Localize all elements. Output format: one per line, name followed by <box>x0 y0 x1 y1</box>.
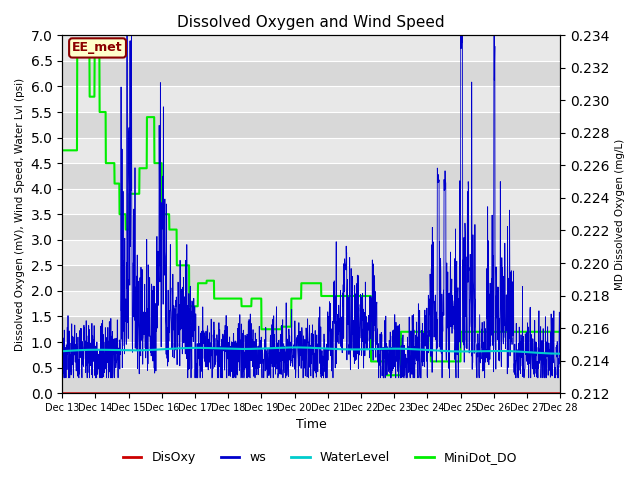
Text: EE_met: EE_met <box>72 41 123 54</box>
Bar <box>62 112 560 138</box>
Bar <box>62 163 560 189</box>
Bar <box>62 368 560 393</box>
Y-axis label: MD Dissolved Oxygen (mg/L): MD Dissolved Oxygen (mg/L) <box>615 139 625 290</box>
Y-axis label: Dissolved Oxygen (mV), Wind Speed, Water Lvl (psi): Dissolved Oxygen (mV), Wind Speed, Water… <box>15 78 25 351</box>
Bar <box>62 61 560 86</box>
X-axis label: Time: Time <box>296 419 326 432</box>
Bar <box>62 265 560 291</box>
Bar <box>62 214 560 240</box>
Legend: DisOxy, ws, WaterLevel, MiniDot_DO: DisOxy, ws, WaterLevel, MiniDot_DO <box>118 446 522 469</box>
Bar <box>62 316 560 342</box>
Title: Dissolved Oxygen and Wind Speed: Dissolved Oxygen and Wind Speed <box>177 15 445 30</box>
